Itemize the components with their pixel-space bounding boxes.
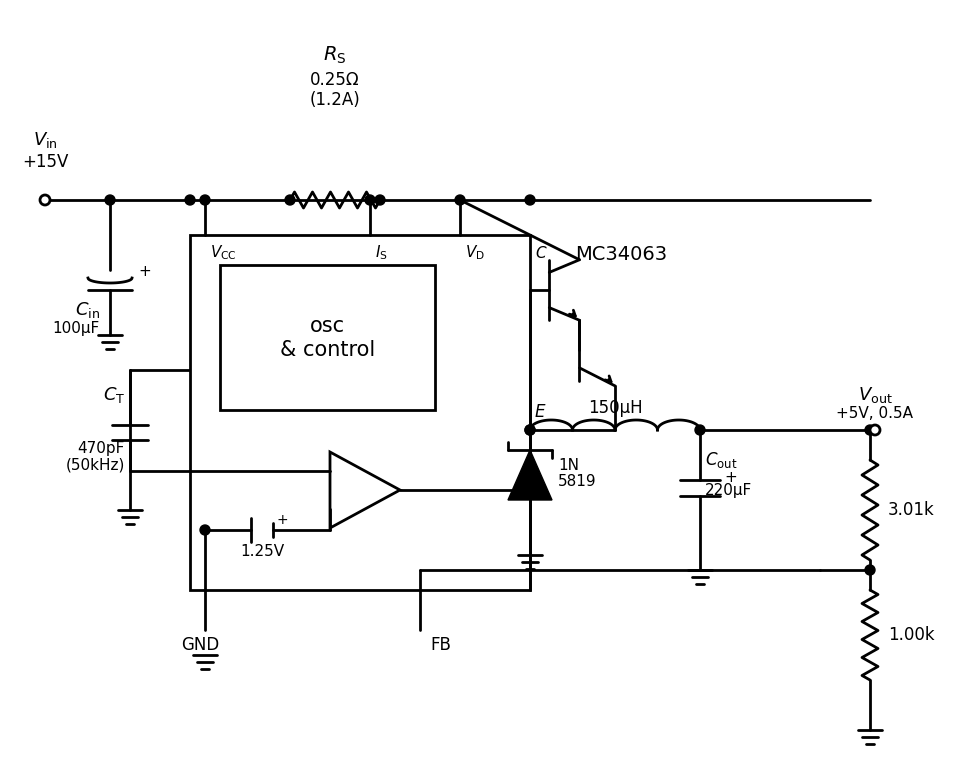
Circle shape [105, 195, 115, 205]
Bar [220, 265, 435, 410]
Circle shape [375, 195, 385, 205]
Text: osc: osc [310, 315, 345, 335]
Text: $C_\mathrm{out}$: $C_\mathrm{out}$ [704, 450, 737, 470]
Text: FB: FB [430, 636, 451, 654]
Text: 1N: 1N [558, 457, 578, 473]
Text: (50kHz): (50kHz) [66, 457, 125, 473]
Circle shape [455, 195, 464, 205]
Text: $V_\mathrm{in}$: $V_\mathrm{in}$ [32, 130, 57, 150]
Text: $C$: $C$ [535, 245, 547, 261]
Text: & control: & control [279, 339, 375, 359]
Bar [190, 235, 530, 590]
Text: $I_\mathrm{S}$: $I_\mathrm{S}$ [375, 244, 387, 262]
Text: $R_\mathrm{S}$: $R_\mathrm{S}$ [323, 45, 346, 66]
Text: $V_\mathrm{CC}$: $V_\mathrm{CC}$ [210, 244, 236, 262]
Text: 100μF: 100μF [52, 321, 100, 335]
Text: $V_\mathrm{out}$: $V_\mathrm{out}$ [857, 385, 891, 405]
Text: $C_\mathrm{in}$: $C_\mathrm{in}$ [75, 300, 100, 320]
Polygon shape [507, 450, 552, 500]
Text: 0.25Ω: 0.25Ω [310, 71, 359, 89]
Text: 220μF: 220μF [704, 483, 752, 497]
Circle shape [864, 425, 874, 435]
Text: 150μH: 150μH [587, 399, 641, 417]
Text: GND: GND [181, 636, 219, 654]
Text: +: + [723, 470, 736, 486]
Text: 470pF: 470pF [77, 440, 125, 456]
Text: +15V: +15V [22, 153, 68, 171]
Circle shape [200, 525, 210, 535]
Circle shape [695, 425, 704, 435]
Text: $V_\mathrm{D}$: $V_\mathrm{D}$ [464, 244, 484, 262]
Circle shape [864, 565, 874, 575]
Circle shape [185, 195, 194, 205]
Circle shape [524, 425, 535, 435]
Text: 1.00k: 1.00k [887, 626, 934, 644]
Text: +: + [138, 264, 151, 280]
Text: 5819: 5819 [558, 474, 596, 490]
Text: 1.25V: 1.25V [240, 544, 284, 560]
Text: MC34063: MC34063 [575, 245, 666, 264]
Text: 3.01k: 3.01k [887, 501, 934, 519]
Text: E: E [535, 403, 545, 421]
Text: +: + [276, 513, 289, 527]
Circle shape [200, 195, 210, 205]
Text: +5V, 0.5A: +5V, 0.5A [836, 406, 913, 420]
Circle shape [40, 195, 50, 205]
Text: (1.2A): (1.2A) [310, 91, 360, 109]
Circle shape [285, 195, 294, 205]
Text: $C_\mathrm{T}$: $C_\mathrm{T}$ [103, 385, 125, 405]
Circle shape [524, 425, 535, 435]
Circle shape [524, 195, 535, 205]
Circle shape [365, 195, 375, 205]
Circle shape [869, 425, 879, 435]
